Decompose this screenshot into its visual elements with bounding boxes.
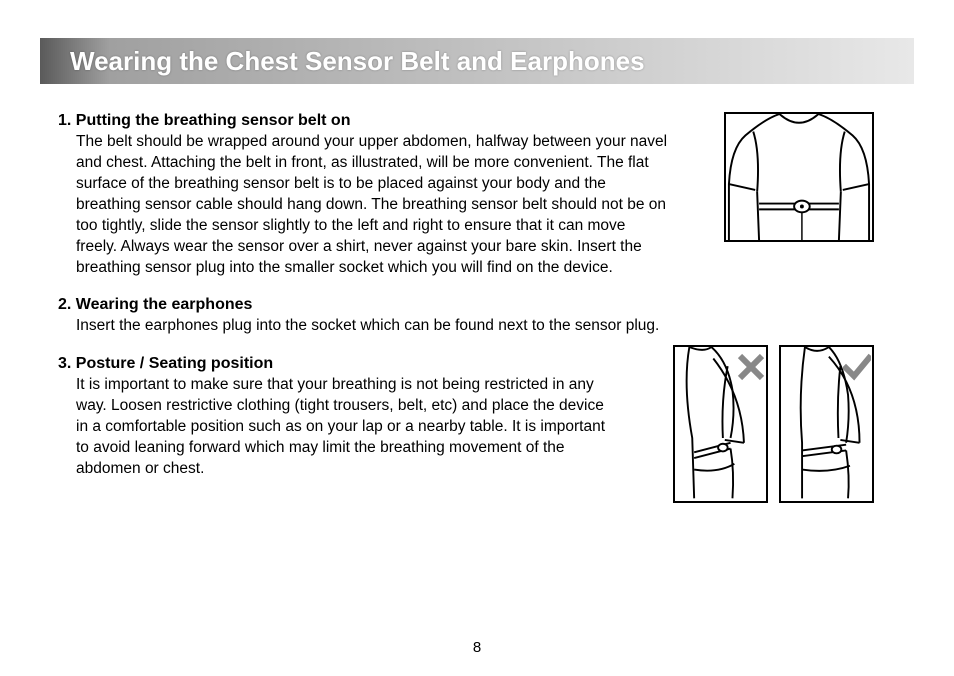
section-1: 1. Putting the breathing sensor belt on …	[58, 112, 896, 278]
section-2-heading: 2. Wearing the earphones	[58, 296, 896, 314]
section-1-body: The belt should be wrapped around your u…	[58, 132, 668, 278]
section-3: 3. Posture / Seating position It is impo…	[58, 355, 896, 480]
page-title: Wearing the Chest Sensor Belt and Earpho…	[70, 46, 645, 77]
section-3-body: It is important to make sure that your b…	[58, 375, 618, 480]
torso-front-belt-icon	[724, 112, 874, 242]
x-mark-icon	[737, 353, 765, 381]
content-area: 1. Putting the breathing sensor belt on …	[40, 84, 914, 480]
page-title-bar: Wearing the Chest Sensor Belt and Earpho…	[40, 38, 914, 84]
posture-good-icon	[779, 345, 874, 503]
document-page: Wearing the Chest Sensor Belt and Earpho…	[0, 0, 954, 676]
posture-bad-icon	[673, 345, 768, 503]
section-2-body: Insert the earphones plug into the socke…	[58, 316, 818, 337]
page-number: 8	[0, 639, 954, 656]
section-3-heading: 3. Posture / Seating position	[58, 355, 896, 373]
check-mark-icon	[843, 353, 871, 381]
section-2: 2. Wearing the earphones Insert the earp…	[58, 296, 896, 337]
